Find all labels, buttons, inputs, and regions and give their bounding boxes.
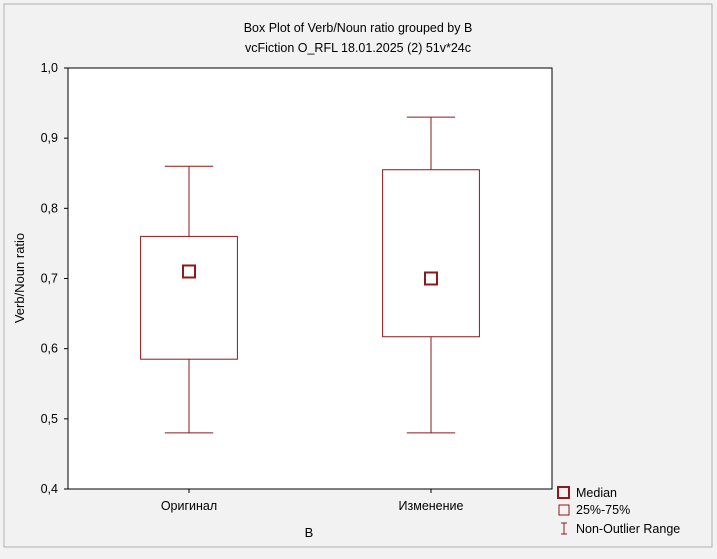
y-tick-label: 0,7 xyxy=(41,272,58,286)
y-tick-label: 0,8 xyxy=(41,201,58,215)
legend-median-label: Median xyxy=(576,486,617,500)
x-tick-label: Изменение xyxy=(399,499,464,513)
y-tick-label: 0,6 xyxy=(41,342,58,356)
y-axis-label: Verb/Noun ratio xyxy=(12,233,27,323)
legend-iqr-label: 25%-75% xyxy=(576,503,630,517)
legend-range-label: Non-Outlier Range xyxy=(576,522,680,536)
box-group xyxy=(382,116,480,434)
y-tick-label: 0,4 xyxy=(41,482,58,496)
y-tick-label: 0,5 xyxy=(41,412,58,426)
legend-range-swatch xyxy=(561,522,567,535)
x-axis-label: B xyxy=(305,525,314,540)
legend: Median 25%-75% Non-Outlier Range xyxy=(557,486,680,536)
x-tick-label: Оригинал xyxy=(161,499,217,513)
x-axis: Оригинал Изменение xyxy=(161,489,464,513)
y-tick-label: 0,9 xyxy=(41,131,58,145)
median-marker xyxy=(424,271,438,286)
iqr-box xyxy=(140,235,238,360)
iqr-box xyxy=(382,169,480,338)
legend-median-swatch xyxy=(557,486,570,499)
chart-subtitle: vcFiction O_RFL 18.01.2025 (2) 51v*24c xyxy=(245,41,471,55)
chart-title: Box Plot of Verb/Noun ratio grouped by B xyxy=(244,21,473,35)
plot-area xyxy=(67,67,553,490)
box-group xyxy=(140,165,238,434)
y-tick-label: 1,0 xyxy=(41,61,58,75)
median-marker xyxy=(182,264,196,279)
legend-iqr-swatch xyxy=(558,504,570,516)
box-series xyxy=(140,116,480,434)
y-axis: 0,4 0,5 0,6 0,7 0,8 0,9 1,0 xyxy=(41,61,68,496)
